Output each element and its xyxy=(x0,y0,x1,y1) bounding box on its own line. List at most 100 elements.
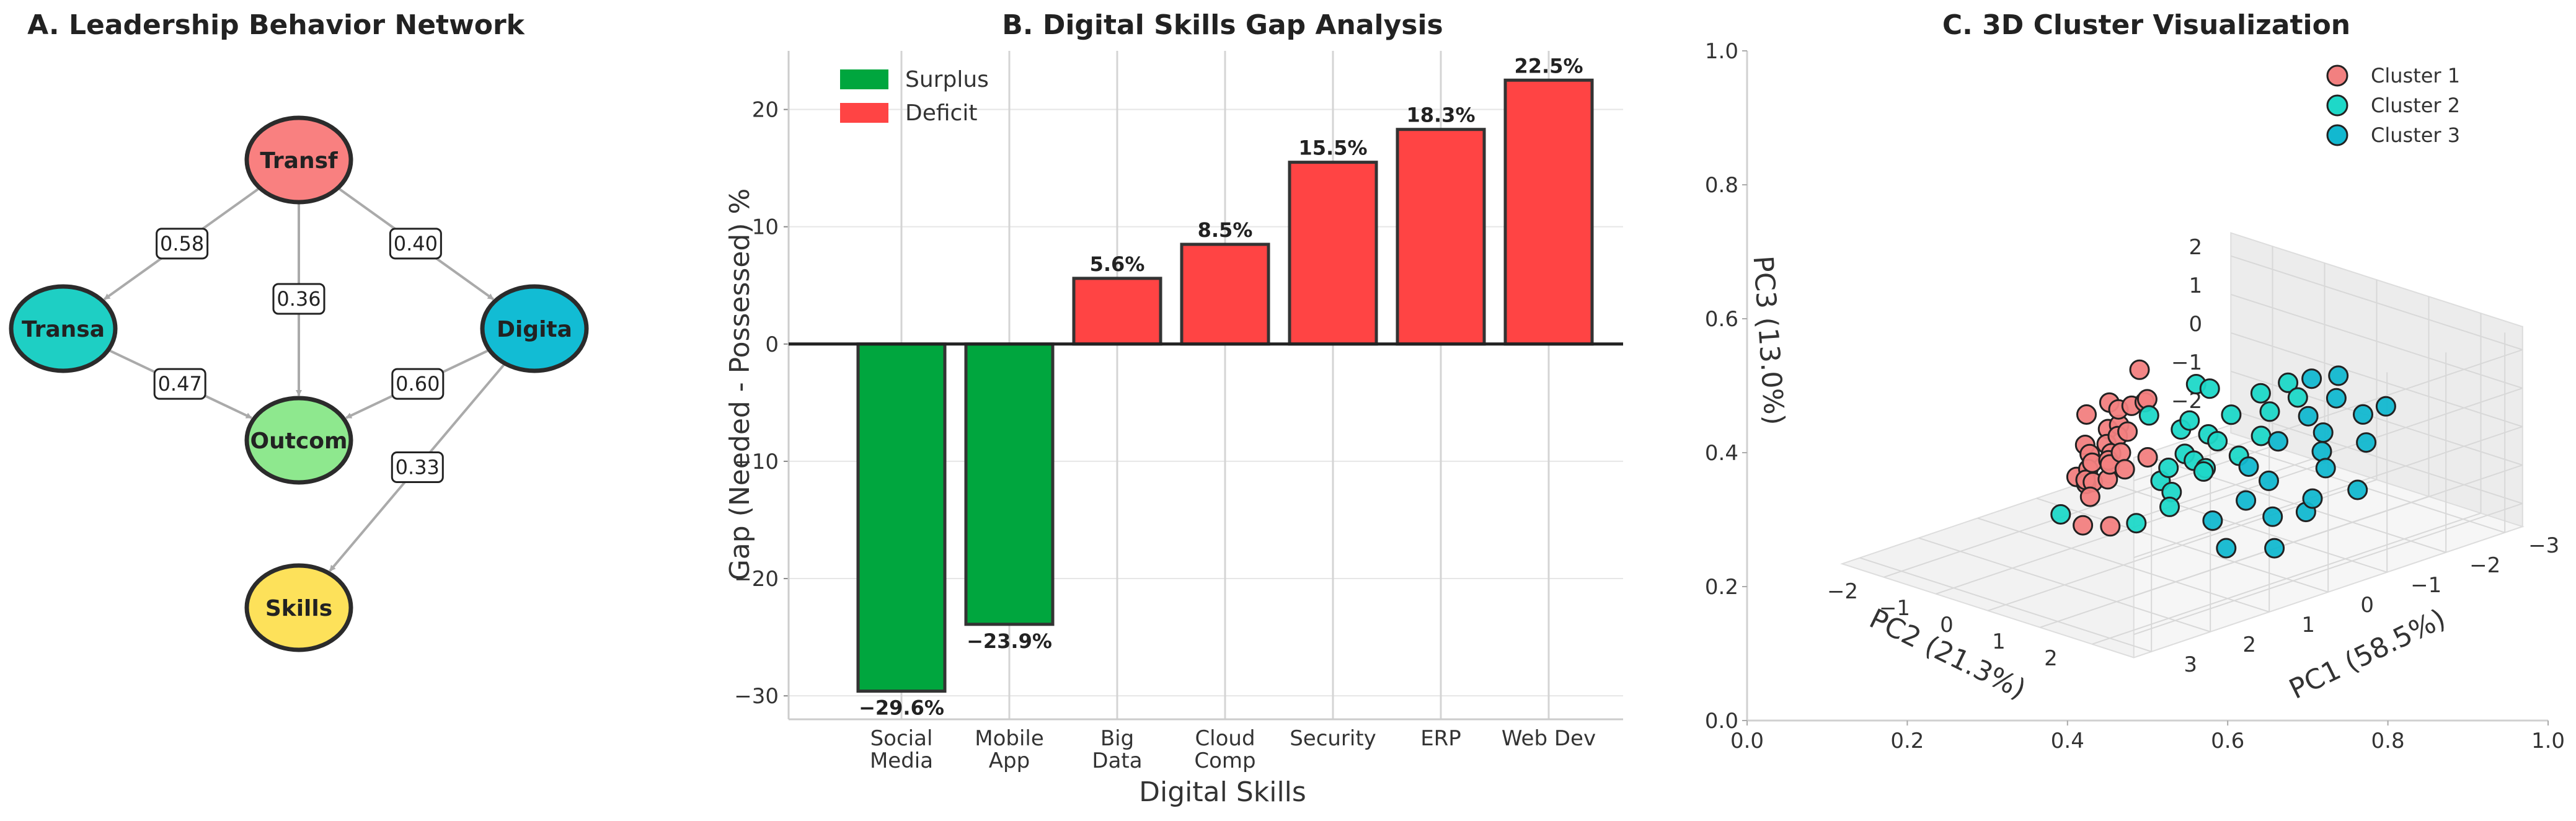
cluster-3-point xyxy=(2375,396,2396,417)
x-tick-label: −1 xyxy=(2410,573,2441,598)
frame-x-tick-label: 1.0 xyxy=(2531,729,2565,753)
bar-value-label: −29.6% xyxy=(859,696,944,720)
edge-weight-box xyxy=(156,228,209,260)
bar-x-tick-label: App xyxy=(989,748,1030,773)
z-tick-label: 1 xyxy=(2189,273,2202,298)
bar-x-tick-label: ERP xyxy=(1420,726,1461,751)
cluster-2-point xyxy=(2138,405,2159,426)
cluster-3-point xyxy=(2262,506,2283,527)
bar-y-tick-label: 0 xyxy=(765,332,779,357)
x-tick-label: −2 xyxy=(2469,553,2500,578)
edge-weight-label: 0.33 xyxy=(396,455,440,479)
cluster-3-point xyxy=(2302,488,2323,509)
cluster-2-point xyxy=(2278,372,2299,393)
bar-x-tick-label: Social xyxy=(870,726,933,751)
bar xyxy=(856,342,947,693)
frame-x-tick-label: 0.8 xyxy=(2371,729,2405,753)
cluster-2-point xyxy=(2221,404,2242,425)
scatter3d-legend-marker xyxy=(2326,124,2348,146)
cluster-3-point xyxy=(2236,490,2257,511)
network-node-label: Transa xyxy=(22,317,105,342)
x-tick-label: 2 xyxy=(2242,632,2256,657)
network-node xyxy=(480,284,589,373)
y-tick-label: −2 xyxy=(1827,579,1858,604)
edge-weight-box xyxy=(153,368,206,400)
cluster-3-point xyxy=(2328,365,2349,386)
network-nodes: Transf Transa Digita Outcom Skills xyxy=(9,115,589,652)
bar-value-label: 18.3% xyxy=(1406,104,1475,127)
bar-x-tick-label: Web Dev xyxy=(1502,726,1596,751)
edge-weight-box xyxy=(389,228,442,260)
bar-legend-swatch xyxy=(840,103,888,123)
bar-x-axis-label: Digital Skills xyxy=(1139,776,1306,808)
bar-chart-title: B. Digital Skills Gap Analysis xyxy=(1002,9,1443,41)
frame-y-tick-label: 1.0 xyxy=(1705,39,1738,64)
scatter3d-z-axis-label: PC3 (13.0%) xyxy=(1746,255,1790,426)
scatter3d-frame: 0.00.0 0.2 0.2 0.4 0.4 0.6 0.6 0.8 0.8 1.0 1.0 xyxy=(1705,39,2565,753)
y-tick-label: 0 xyxy=(1940,613,1954,637)
bar-x-tick-label: Big xyxy=(1100,726,1134,751)
bar-legend-swatch xyxy=(840,69,888,89)
network-edges: 0.58 0.36 0.40 0.47 0.60 0.33 xyxy=(104,187,507,572)
network-title: A. Leadership Behavior Network xyxy=(27,9,526,41)
bar-x-tick-label: Cloud xyxy=(1195,726,1255,751)
frame-x-tick-label: 0.4 xyxy=(2051,729,2084,753)
edge-weight-box xyxy=(391,451,444,483)
y-tick-label: −1 xyxy=(1879,596,1910,621)
bar-panel: B. Digital Skills Gap Analysis −29.6% −23… xyxy=(724,9,1623,808)
bar-series: −29.6% −23.9% 5.6% 8.5% 15.5% 18.3% 22.5% xyxy=(856,54,1594,720)
cluster-3-point xyxy=(2326,388,2347,409)
bar-y-tick-label: −30 xyxy=(734,684,779,709)
bar-legend-label: Deficit xyxy=(905,100,977,126)
cluster-3-point xyxy=(2301,368,2322,389)
scatter3d-legend-label: Cluster 1 xyxy=(2371,64,2460,87)
cluster-2-point xyxy=(2179,410,2200,431)
cluster-3-point xyxy=(2268,431,2288,452)
edge-weight-box xyxy=(391,368,445,400)
frame-y-tick-label: 0.2 xyxy=(1705,575,1738,600)
network-node xyxy=(244,396,353,485)
cluster-2-point xyxy=(2050,504,2071,525)
cluster-1-point xyxy=(2100,516,2121,537)
cluster-3-point xyxy=(2238,456,2259,477)
bar xyxy=(964,342,1055,626)
scatter3d-title: C. 3D Cluster Visualization xyxy=(1942,9,2350,41)
bar xyxy=(1503,78,1594,346)
scatter3d-legend-marker xyxy=(2326,94,2348,117)
edge-weight-label: 0.58 xyxy=(160,232,204,255)
frame-x-tick-label: 0.6 xyxy=(2211,729,2244,753)
bar-x-tick-label: Mobile xyxy=(975,726,1044,751)
x-tick-label: 0 xyxy=(2360,593,2374,618)
y-tick-label: 2 xyxy=(2044,646,2058,671)
bar-x-tick-label: Media xyxy=(870,748,933,773)
x-tick-label: 1 xyxy=(2301,613,2315,637)
frame-y-tick-label: 0.4 xyxy=(1705,441,1738,466)
bar-value-label: 22.5% xyxy=(1514,54,1583,78)
network-node xyxy=(244,115,353,205)
bar xyxy=(1288,161,1378,346)
cluster-3-point xyxy=(2216,538,2237,559)
cluster-3-point xyxy=(2347,479,2368,500)
edge-weight-box xyxy=(272,283,325,315)
cluster-2-point xyxy=(2158,458,2179,478)
frame-y-tick-label: 0.8 xyxy=(1705,173,1738,198)
bar-x-tick-label: Comp xyxy=(1194,748,1255,773)
z-tick-label: −1 xyxy=(2171,350,2202,375)
edge-weight-label: 0.60 xyxy=(396,372,440,396)
y-tick-label: 1 xyxy=(1992,629,2006,654)
scatter3d-panel: C. 3D Cluster Visualization 0.00.0 0.2 0.2… xyxy=(1705,9,2565,753)
frame-y-tick-label: 0.0 xyxy=(1705,709,1738,734)
cluster-1-point xyxy=(2114,459,2135,480)
bar xyxy=(1396,128,1486,346)
bar-x-tick-label: Data xyxy=(1092,748,1142,773)
bar-value-label: 5.6% xyxy=(1090,252,1145,276)
cluster-3-point xyxy=(2313,422,2334,443)
bar-legend: Surplus Deficit xyxy=(840,67,989,126)
z-tick-label: 2 xyxy=(2189,235,2202,260)
x-tick-label: 3 xyxy=(2184,652,2197,677)
bar-value-label: −23.9% xyxy=(967,629,1052,653)
network-node xyxy=(9,284,118,373)
cluster-3-point xyxy=(2202,510,2223,531)
edge-weight-label: 0.47 xyxy=(158,372,202,396)
